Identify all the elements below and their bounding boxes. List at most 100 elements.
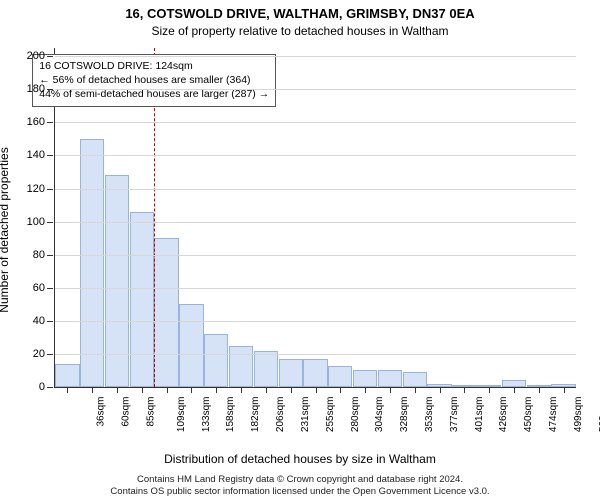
x-tick-label: 36sqm [96, 397, 107, 427]
x-tick-label: 280sqm [350, 397, 361, 433]
chart-container: 16, COTSWOLD DRIVE, WALTHAM, GRIMSBY, DN… [0, 0, 600, 500]
x-tick-label: 60sqm [121, 397, 132, 427]
chart-title-address: 16, COTSWOLD DRIVE, WALTHAM, GRIMSBY, DN… [0, 6, 600, 21]
bar [229, 346, 253, 387]
chart-subtitle: Size of property relative to detached ho… [0, 24, 600, 38]
bar [403, 372, 427, 387]
footer-line-2: Contains OS public sector information li… [0, 486, 600, 498]
x-tick-label: 158sqm [226, 397, 237, 433]
y-tick [47, 321, 53, 322]
gridline-h [55, 255, 576, 256]
x-tick [216, 387, 217, 393]
x-tick [191, 387, 192, 393]
bar [80, 139, 104, 387]
y-tick [47, 56, 53, 57]
bar [154, 238, 178, 387]
x-tick [266, 387, 267, 393]
bar [502, 380, 526, 387]
gridline-h [55, 89, 576, 90]
y-tick [47, 255, 53, 256]
x-tick-label: 109sqm [176, 397, 187, 433]
x-tick-label: 231sqm [300, 397, 311, 433]
gridline-h [55, 122, 576, 123]
y-tick-label: 160 [27, 116, 45, 128]
y-tick-label: 40 [33, 315, 45, 327]
plot-area: 16 COTSWOLD DRIVE: 124sqm ← 56% of detac… [54, 48, 576, 388]
gridline-h [55, 56, 576, 57]
x-tick [316, 387, 317, 393]
bar [353, 370, 377, 387]
bar [328, 366, 352, 387]
annotation-line-1: 16 COTSWOLD DRIVE: 124sqm [39, 59, 269, 73]
x-tick-label: 182sqm [250, 397, 261, 433]
x-tick-label: 304sqm [374, 397, 385, 433]
y-tick-label: 100 [27, 216, 45, 228]
y-tick [47, 288, 53, 289]
y-tick-label: 180 [27, 83, 45, 95]
bar [204, 334, 228, 387]
annotation-box: 16 COTSWOLD DRIVE: 124sqm ← 56% of detac… [32, 54, 276, 107]
y-tick-label: 20 [33, 348, 45, 360]
gridline-h [55, 321, 576, 322]
bar [254, 351, 278, 387]
y-tick-label: 0 [39, 381, 45, 393]
bar [179, 304, 203, 387]
x-tick [117, 387, 118, 393]
y-tick-label: 120 [27, 183, 45, 195]
x-tick-label: 353sqm [424, 397, 435, 433]
bar [378, 370, 402, 387]
y-tick [47, 387, 53, 388]
x-tick [440, 387, 441, 393]
x-tick-label: 499sqm [573, 397, 584, 433]
x-tick [464, 387, 465, 393]
x-tick [539, 387, 540, 393]
gridline-h [55, 354, 576, 355]
bar [55, 364, 79, 387]
y-tick [47, 222, 53, 223]
x-tick-label: 206sqm [275, 397, 286, 433]
x-axis-label: Distribution of detached houses by size … [0, 452, 600, 466]
y-tick-label: 140 [27, 149, 45, 161]
x-tick [291, 387, 292, 393]
x-tick-label: 426sqm [498, 397, 509, 433]
x-tick [514, 387, 515, 393]
x-tick [340, 387, 341, 393]
x-tick [415, 387, 416, 393]
x-tick-label: 474sqm [548, 397, 559, 433]
x-tick [67, 387, 68, 393]
x-tick [489, 387, 490, 393]
bar [130, 212, 154, 387]
annotation-line-2: ← 56% of detached houses are smaller (36… [39, 73, 269, 87]
gridline-h [55, 189, 576, 190]
footer-line-1: Contains HM Land Registry data © Crown c… [0, 474, 600, 486]
bar [105, 175, 129, 387]
y-tick-label: 80 [33, 249, 45, 261]
gridline-h [55, 288, 576, 289]
bar [279, 359, 303, 387]
x-tick [365, 387, 366, 393]
x-tick-label: 401sqm [474, 397, 485, 433]
x-tick [241, 387, 242, 393]
x-tick-label: 85sqm [146, 397, 157, 427]
bar [303, 359, 327, 387]
x-tick-label: 377sqm [449, 397, 460, 433]
y-tick-label: 200 [27, 50, 45, 62]
y-tick [47, 155, 53, 156]
x-tick [92, 387, 93, 393]
y-tick [47, 189, 53, 190]
y-tick-label: 60 [33, 282, 45, 294]
x-tick-label: 255sqm [325, 397, 336, 433]
footer-attribution: Contains HM Land Registry data © Crown c… [0, 474, 600, 498]
x-tick [390, 387, 391, 393]
x-tick-label: 450sqm [523, 397, 534, 433]
x-tick-label: 328sqm [399, 397, 410, 433]
x-tick [564, 387, 565, 393]
gridline-h [55, 155, 576, 156]
x-tick [167, 387, 168, 393]
x-tick-label: 133sqm [201, 397, 212, 433]
y-tick [47, 122, 53, 123]
y-tick [47, 354, 53, 355]
y-tick [47, 89, 53, 90]
x-tick [142, 387, 143, 393]
gridline-h [55, 222, 576, 223]
